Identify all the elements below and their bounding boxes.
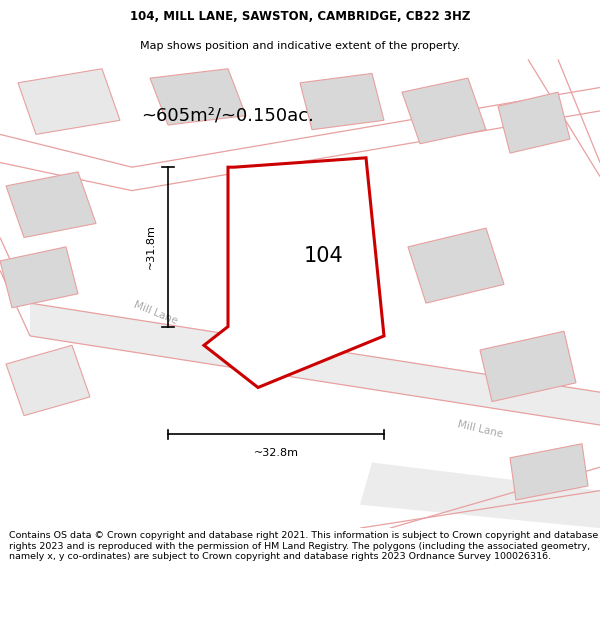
Polygon shape	[150, 69, 246, 125]
Polygon shape	[510, 444, 588, 500]
Polygon shape	[6, 172, 96, 238]
Text: 104, MILL LANE, SAWSTON, CAMBRIDGE, CB22 3HZ: 104, MILL LANE, SAWSTON, CAMBRIDGE, CB22…	[130, 10, 470, 23]
Text: ~32.8m: ~32.8m	[254, 449, 299, 459]
Polygon shape	[498, 92, 570, 153]
Polygon shape	[402, 78, 486, 144]
Polygon shape	[18, 69, 120, 134]
Text: Map shows position and indicative extent of the property.: Map shows position and indicative extent…	[140, 41, 460, 51]
Text: ~605m²/~0.150ac.: ~605m²/~0.150ac.	[142, 107, 314, 124]
Text: Mill Lane: Mill Lane	[133, 299, 179, 326]
Polygon shape	[0, 247, 78, 308]
Polygon shape	[6, 345, 90, 416]
Text: ~31.8m: ~31.8m	[146, 224, 156, 269]
Text: Mill Lane: Mill Lane	[457, 419, 503, 440]
Polygon shape	[480, 331, 576, 401]
Polygon shape	[204, 158, 384, 388]
Text: 104: 104	[304, 246, 344, 266]
Polygon shape	[252, 186, 342, 261]
Polygon shape	[360, 462, 600, 528]
Polygon shape	[300, 73, 384, 129]
Text: Contains OS data © Crown copyright and database right 2021. This information is : Contains OS data © Crown copyright and d…	[9, 531, 598, 561]
Polygon shape	[30, 303, 600, 425]
Polygon shape	[408, 228, 504, 303]
